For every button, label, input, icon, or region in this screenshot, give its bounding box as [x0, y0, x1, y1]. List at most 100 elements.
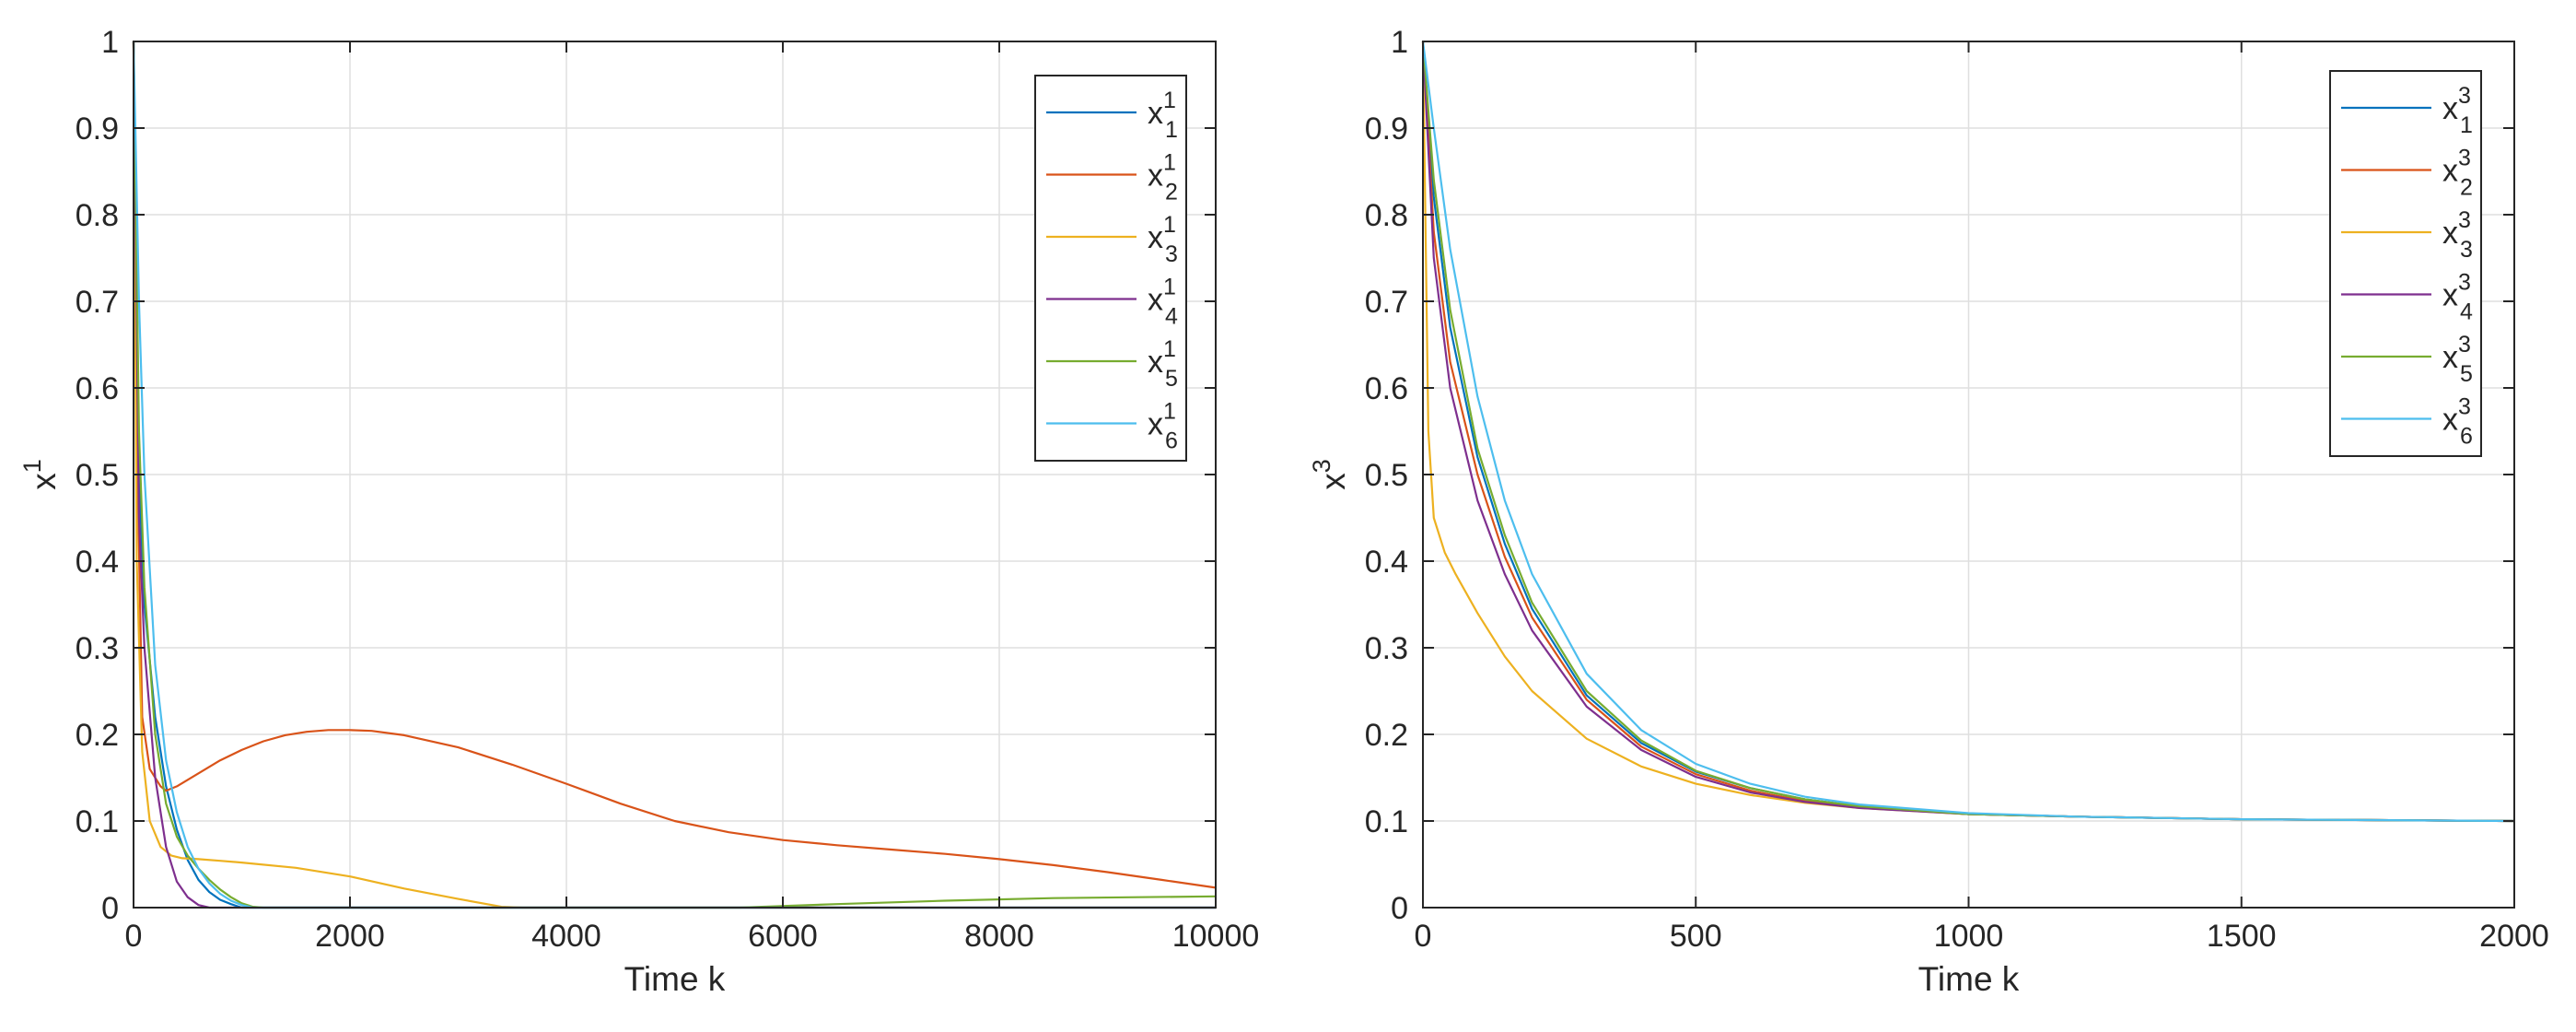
- y-tick-label: 0.7: [1365, 285, 1408, 320]
- legend-label-base: x: [2442, 403, 2458, 438]
- legend-label-sup: 1: [1163, 88, 1176, 113]
- legend-item: x1 1: [1046, 88, 1178, 143]
- series-line-x_3^1: [132, 41, 1216, 909]
- legend-item: x1 5: [1046, 336, 1178, 392]
- legend-label-sub: 4: [2460, 299, 2473, 325]
- legend-label-sup: 3: [2458, 394, 2471, 420]
- legend-label-sub: 3: [1165, 241, 1178, 267]
- series-line-x_6^3: [1421, 41, 2515, 823]
- y-tick-label: 0.4: [1365, 545, 1408, 580]
- legend-label: x3 3: [2442, 207, 2473, 263]
- legend-label: x3 5: [2442, 332, 2473, 387]
- legend-label-base: x: [1148, 220, 1163, 255]
- legend-label-sup: 3: [2458, 83, 2471, 109]
- legend-label: x1 1: [1148, 88, 1178, 143]
- y-tick-label: 0: [1391, 891, 1408, 926]
- legend-label-sup: 3: [2458, 270, 2471, 296]
- legend-label-sup: 1: [1163, 212, 1176, 238]
- legend-item: x3 3: [2341, 207, 2473, 263]
- tick-marks: [133, 41, 1217, 909]
- x-tick-label: 2000: [2479, 919, 2549, 954]
- legend-item: x3 4: [2341, 270, 2473, 325]
- legend-label: x1 4: [1148, 275, 1178, 330]
- legend-label-base: x: [1148, 345, 1163, 380]
- y-axis-label: x1: [18, 459, 63, 490]
- legend-label: x1 3: [1148, 212, 1178, 267]
- x-tick-label: 1000: [1934, 919, 2004, 954]
- y-tick-label: 0: [101, 891, 119, 926]
- legend-label-sup: 3: [2458, 146, 2471, 171]
- x-tick-label: 0: [1415, 919, 1432, 954]
- legend-label-base: x: [1148, 96, 1163, 131]
- legend-item: x3 1: [2341, 83, 2473, 138]
- legend-label: x3 4: [2442, 270, 2473, 325]
- y-axis-label: x3: [1308, 459, 1352, 490]
- y-tick-label: 0.8: [1365, 198, 1408, 233]
- tick-marks: [1422, 41, 2515, 909]
- legend-label-sub: 5: [1165, 366, 1178, 392]
- x-axis-label: Time k: [1918, 960, 2020, 998]
- legend-label: x1 2: [1148, 150, 1178, 205]
- y-axis-label-sup: 1: [18, 459, 46, 473]
- legend-label-sub: 4: [1165, 304, 1178, 330]
- legend-label-sub: 2: [1165, 180, 1178, 205]
- legend: x3 1x3 2x3 3x3 4x3 5x3 6: [2329, 70, 2482, 457]
- y-tick-label: 0.3: [1365, 631, 1408, 666]
- chart-2: 0 500 1000 1500 2000 0 0.1 0.2 0.3 0.4 0.5 0.6 0.7 0.…: [1308, 25, 2549, 998]
- series-lines: [132, 41, 1217, 909]
- legend-item: x1 2: [1046, 150, 1178, 205]
- legend-label: x1 6: [1148, 399, 1178, 454]
- legend-label-base: x: [2442, 154, 2458, 189]
- y-tick-label: 0.5: [1365, 458, 1408, 493]
- x-tick-label: 0: [125, 919, 143, 954]
- y-tick-label: 1: [101, 25, 119, 60]
- legend-item: x3 6: [2341, 394, 2473, 450]
- y-tick-label: 0.6: [1365, 371, 1408, 406]
- legend-label-sub: 6: [2460, 424, 2473, 450]
- y-tick-label: 1: [1391, 25, 1408, 60]
- legend-label-base: x: [2442, 340, 2458, 375]
- y-tick-label: 0.1: [1365, 804, 1408, 839]
- legend-label: x1 5: [1148, 336, 1178, 392]
- legend-label-base: x: [1148, 283, 1163, 318]
- legend-label-sub: 1: [2460, 112, 2473, 138]
- y-tick-label: 0.5: [76, 458, 119, 493]
- x-axis-label: Time k: [624, 960, 726, 998]
- legend-label-sub: 2: [2460, 175, 2473, 201]
- x-tick-label: 2000: [315, 919, 385, 954]
- x-tick-label: 500: [1670, 919, 1722, 954]
- x-tick-label: 1500: [2207, 919, 2277, 954]
- y-tick-label: 0.9: [76, 111, 119, 147]
- y-axis-label-base: x: [1314, 473, 1352, 490]
- x-tick-label: 4000: [531, 919, 601, 954]
- series-lines: [1421, 41, 2515, 823]
- y-tick-label: 0.6: [76, 371, 119, 406]
- legend-label-base: x: [2442, 91, 2458, 126]
- legend-label-base: x: [2442, 278, 2458, 313]
- legend-box: [1034, 75, 1187, 462]
- y-axis-label-base: x: [25, 473, 63, 490]
- series-line-x_5^1: [132, 41, 1217, 909]
- chart-1: 0 2000 4000 6000 8000 10000 0 0.1 0.2 0.3 0.4 0.5 0.…: [18, 25, 1259, 998]
- legend: x1 1x1 2x1 3x1 4x1 5x1 6: [1034, 75, 1187, 462]
- legend-label-sup: 1: [1163, 336, 1176, 362]
- legend-label-sup: 1: [1163, 150, 1176, 176]
- y-tick-label: 0.7: [76, 285, 119, 320]
- legend-label-base: x: [2442, 216, 2458, 251]
- x-tick-label: 8000: [964, 919, 1034, 954]
- y-tick-label: 0.3: [76, 631, 119, 666]
- legend-label: x3 1: [2442, 83, 2473, 138]
- legend-label: x3 2: [2442, 146, 2473, 201]
- series-line-x_2^1: [132, 41, 1217, 889]
- legend-label-sup: 1: [1163, 399, 1176, 425]
- y-tick-label: 0.8: [76, 198, 119, 233]
- legend-label-sup: 1: [1163, 275, 1176, 300]
- x-tick-label: 6000: [748, 919, 818, 954]
- y-tick-label: 0.2: [1365, 718, 1408, 753]
- x-tick-label: 10000: [1172, 919, 1260, 954]
- legend-item: x1 4: [1046, 275, 1178, 330]
- y-axis-label-sup: 3: [1308, 459, 1335, 473]
- legend-label-base: x: [1148, 158, 1163, 194]
- legend-label-sup: 3: [2458, 207, 2471, 233]
